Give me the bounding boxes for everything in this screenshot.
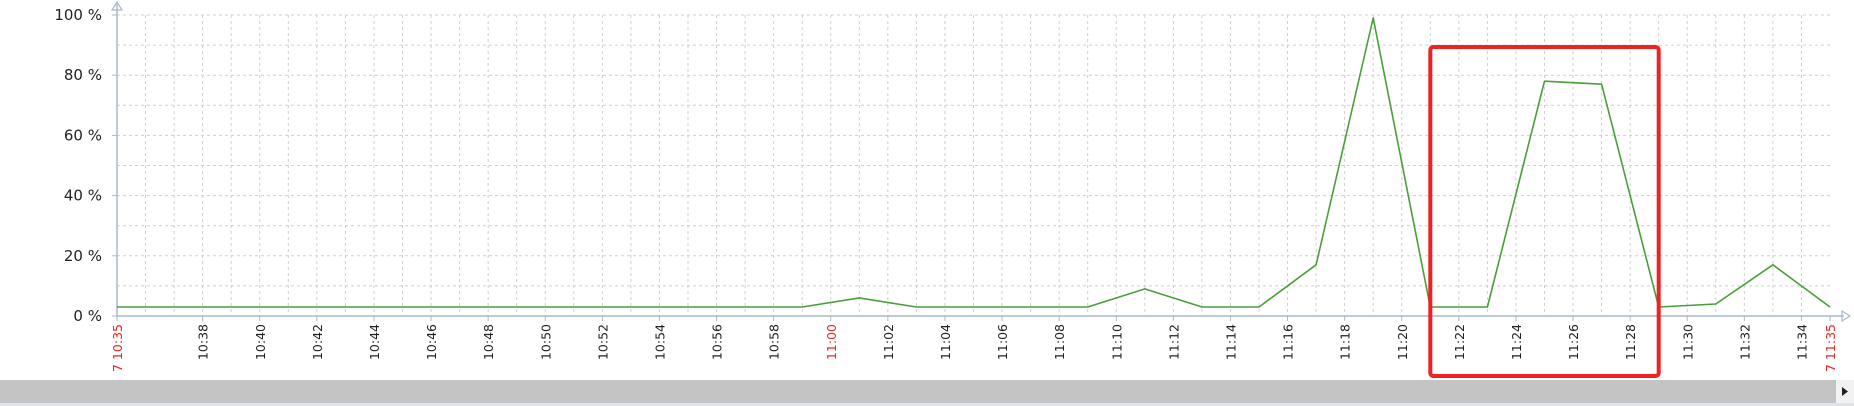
x-tick-label: 10:56 <box>710 324 725 360</box>
x-tick-label: 10:58 <box>767 324 782 360</box>
y-tick-label: 80 % <box>64 66 102 84</box>
x-tick-label: 11:12 <box>1166 324 1181 360</box>
highlight-layer <box>1428 45 1661 378</box>
x-tick-label: 11:22 <box>1452 324 1467 360</box>
x-tick-label: 10:54 <box>652 324 667 360</box>
x-tick-label: 11:20 <box>1395 324 1410 360</box>
axes <box>110 0 1852 323</box>
y-axis-ticks: 0 % 20 % 40 % 60 % 80 % 100 % <box>54 6 117 325</box>
highlight-box <box>1428 45 1661 378</box>
x-tick-label: 10:52 <box>595 324 610 360</box>
horizontal-scrollbar[interactable] <box>0 380 1854 403</box>
x-axis-arrow-icon <box>1841 309 1852 323</box>
triangle-right-icon <box>1842 387 1848 396</box>
x-tick-label: 10:38 <box>196 324 211 360</box>
y-axis-arrow-icon <box>110 0 124 11</box>
line-chart: 0 % 20 % 40 % 60 % 80 % 100 % 7 10:35 10:38 10:… <box>54 0 1852 378</box>
y-tick-label: 60 % <box>64 126 102 144</box>
x-tick-label: 11:02 <box>881 324 896 360</box>
bottom-border <box>0 403 1854 406</box>
x-tick-label: 11:28 <box>1623 324 1638 360</box>
x-tick-label: 11:04 <box>938 324 953 360</box>
scroll-right-button[interactable] <box>1836 380 1854 403</box>
series-line <box>117 17 1831 308</box>
x-tick-label: 11:00 <box>824 324 839 360</box>
y-tick-label: 0 % <box>73 307 102 325</box>
x-tick-label: 11:30 <box>1680 324 1695 360</box>
x-tick-label: 10:44 <box>367 324 382 360</box>
x-tick-label: 11:26 <box>1566 324 1581 360</box>
x-tick-label: 11:16 <box>1281 324 1296 360</box>
y-tick-label: 100 % <box>54 6 102 24</box>
x-tick-label: 10:46 <box>424 324 439 360</box>
x-tick-label: 11:14 <box>1223 324 1238 360</box>
scrollbar-track[interactable] <box>0 380 1836 403</box>
x-range-end-label: 7 11:35 <box>1823 324 1838 372</box>
grid <box>117 14 1830 316</box>
x-tick-label: 11:08 <box>1052 324 1067 360</box>
x-tick-label: 11:34 <box>1794 324 1809 360</box>
x-range-start-label: 7 10:35 <box>110 324 125 372</box>
x-tick-label: 10:48 <box>481 324 496 360</box>
x-tick-label: 10:42 <box>310 324 325 360</box>
series <box>117 17 1831 308</box>
x-tick-label: 11:24 <box>1509 324 1524 360</box>
x-tick-label: 10:50 <box>538 324 553 360</box>
x-tick-label: 11:10 <box>1109 324 1124 360</box>
x-tick-label: 11:32 <box>1737 324 1752 360</box>
y-tick-label: 20 % <box>64 247 102 265</box>
y-tick-label: 40 % <box>64 187 102 205</box>
x-tick-label: 11:06 <box>995 324 1010 360</box>
x-tick-label: 10:40 <box>253 324 268 360</box>
x-tick-label: 11:18 <box>1338 324 1353 360</box>
x-axis-ticks: 7 10:35 10:38 10:40 10:42 10:44 10:46 10:48 10:… <box>110 316 1838 372</box>
